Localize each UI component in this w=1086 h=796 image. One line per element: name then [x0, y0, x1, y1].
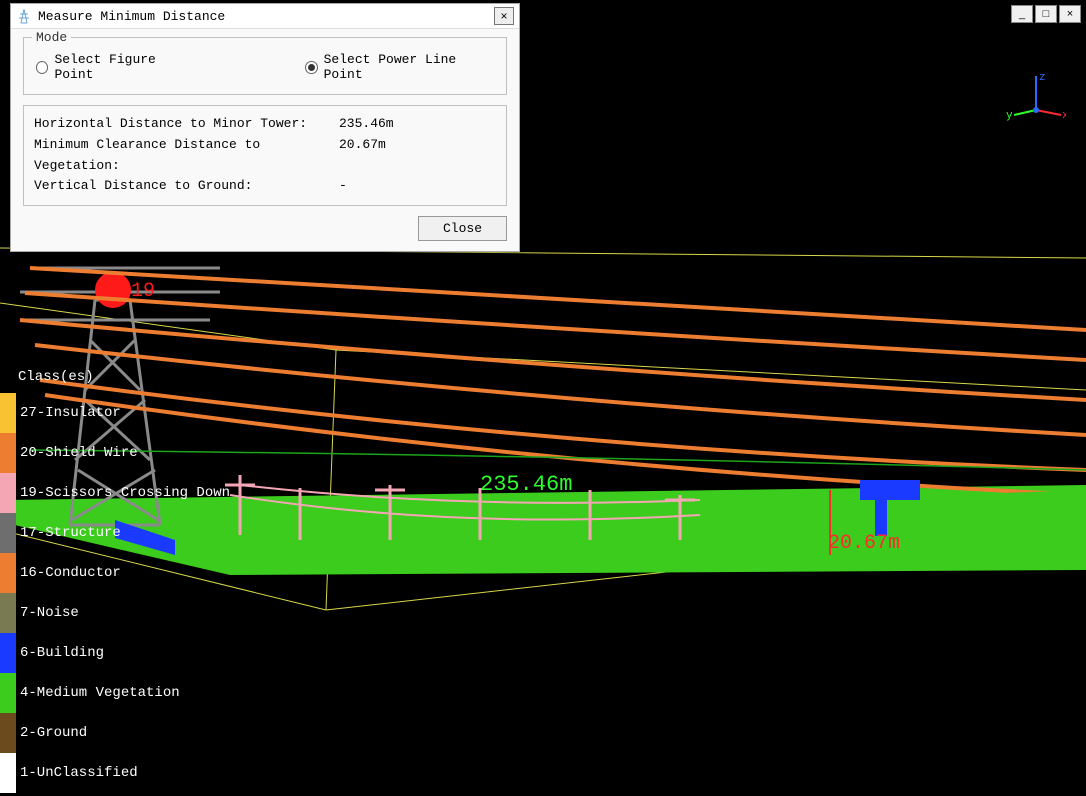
- legend-item[interactable]: 2-Ground: [0, 713, 230, 753]
- dialog-titlebar[interactable]: Measure Minimum Distance ×: [11, 4, 519, 29]
- legend-label: 17-Structure: [16, 525, 121, 541]
- radio-icon: [305, 61, 317, 74]
- legend-item[interactable]: 16-Conductor: [0, 553, 230, 593]
- legend-swatch: [0, 633, 16, 673]
- vegetation-right: [945, 490, 1086, 560]
- info-row: Minimum Clearance Distance to Vegetation…: [34, 135, 496, 177]
- close-button[interactable]: Close: [418, 216, 507, 241]
- legend-swatch: [0, 393, 16, 433]
- info-value: -: [339, 176, 347, 197]
- legend-item[interactable]: 1-UnClassified: [0, 753, 230, 793]
- maximize-button[interactable]: □: [1035, 5, 1057, 23]
- info-row: Horizontal Distance to Minor Tower:235.4…: [34, 114, 496, 135]
- legend-label: 27-Insulator: [16, 405, 121, 421]
- legend-item[interactable]: 17-Structure: [0, 513, 230, 553]
- legend-label: 7-Noise: [16, 605, 79, 621]
- legend-item[interactable]: 27-Insulator: [0, 393, 230, 433]
- class-legend: Class(es) 27-Insulator 20-Shield Wire 19-S…: [0, 365, 230, 793]
- legend-swatch: [0, 473, 16, 513]
- legend-swatch: [0, 433, 16, 473]
- legend-item[interactable]: 6-Building: [0, 633, 230, 673]
- measure-dialog: Measure Minimum Distance × Mode Select F…: [10, 3, 520, 252]
- clearance-overlay: 20.67m: [828, 532, 900, 555]
- mode-radio-option[interactable]: Select Figure Point: [36, 52, 195, 82]
- legend-label: 19-Scissors Crossing Down: [16, 485, 230, 501]
- legend-swatch: [0, 593, 16, 633]
- info-value: 235.46m: [339, 114, 394, 135]
- legend-label: 20-Shield Wire: [16, 445, 138, 461]
- legend-swatch: [0, 553, 16, 593]
- legend-item[interactable]: 4-Medium Vegetation: [0, 673, 230, 713]
- selected-point-marker: [95, 272, 131, 308]
- dialog-close-button[interactable]: ×: [494, 7, 514, 25]
- legend-swatch: [0, 713, 16, 753]
- minimize-button[interactable]: _: [1011, 5, 1033, 23]
- radio-label: Select Figure Point: [54, 52, 195, 82]
- info-label: Horizontal Distance to Minor Tower:: [34, 114, 339, 135]
- legend-label: 6-Building: [16, 645, 104, 661]
- legend-label: 2-Ground: [16, 725, 87, 741]
- radio-label: Select Power Line Point: [324, 52, 494, 82]
- legend-swatch: [0, 673, 16, 713]
- legend-swatch: [0, 753, 16, 793]
- info-label: Minimum Clearance Distance to Vegetation…: [34, 135, 339, 177]
- legend-item[interactable]: 19-Scissors Crossing Down: [0, 473, 230, 513]
- mode-groupbox: Mode Select Figure PointSelect Power Lin…: [23, 37, 507, 95]
- info-panel: Horizontal Distance to Minor Tower:235.4…: [23, 105, 507, 206]
- window-close-button[interactable]: ×: [1059, 5, 1081, 23]
- dialog-title: Measure Minimum Distance: [38, 9, 494, 24]
- legend-item[interactable]: 7-Noise: [0, 593, 230, 633]
- legend-item[interactable]: 20-Shield Wire: [0, 433, 230, 473]
- window-controls: _ □ ×: [1011, 5, 1081, 23]
- info-label: Vertical Distance to Ground:: [34, 176, 339, 197]
- mode-group-label: Mode: [32, 30, 71, 45]
- legend-label: 16-Conductor: [16, 565, 121, 581]
- legend-swatch: [0, 513, 16, 553]
- legend-label: 4-Medium Vegetation: [16, 685, 180, 701]
- radio-icon: [36, 61, 48, 74]
- info-row: Vertical Distance to Ground:-: [34, 176, 496, 197]
- legend-label: 1-UnClassified: [16, 765, 138, 781]
- mode-radio-option[interactable]: Select Power Line Point: [305, 52, 494, 82]
- horiz-distance-overlay: 235.46m: [480, 472, 572, 497]
- tower-icon: [16, 8, 32, 24]
- info-value: 20.67m: [339, 135, 386, 177]
- legend-title: Class(es): [0, 365, 230, 393]
